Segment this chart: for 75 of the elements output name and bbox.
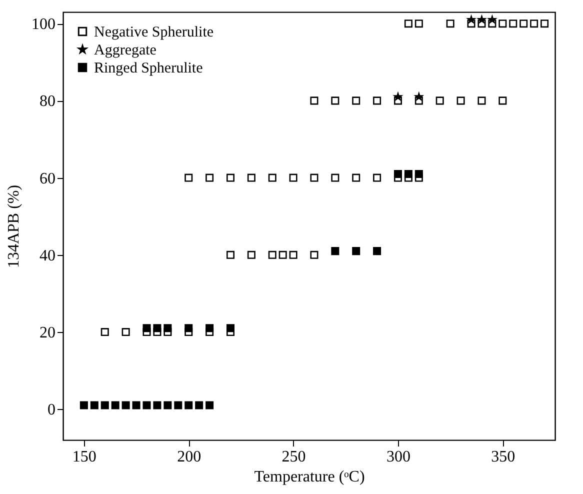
- y-tick-label: 60: [40, 170, 56, 188]
- point: [352, 247, 360, 256]
- legend-label: Ringed Spherulite: [94, 60, 204, 76]
- point: [498, 20, 507, 28]
- point: [195, 401, 204, 410]
- x-tick-label: 150: [72, 448, 96, 466]
- point: [184, 174, 193, 182]
- point: [414, 20, 423, 28]
- point: [331, 96, 340, 105]
- point: [80, 401, 88, 410]
- y-axis-title: 134APB (%): [6, 184, 22, 268]
- point: [226, 324, 234, 332]
- point: [446, 20, 454, 28]
- x-tick-label: 300: [386, 448, 410, 466]
- point: [278, 250, 287, 259]
- point: [226, 250, 234, 259]
- point: [132, 401, 140, 410]
- point: [478, 96, 486, 105]
- point: [90, 401, 98, 410]
- point: [530, 20, 538, 28]
- point: [352, 96, 360, 105]
- point: [122, 328, 130, 336]
- point: [226, 174, 234, 182]
- point: [206, 324, 214, 332]
- x-axis-title: Temperature (ᵒC): [254, 468, 365, 486]
- y-tick-label: 40: [40, 247, 56, 264]
- point: [331, 174, 340, 182]
- point: [456, 96, 465, 105]
- point: [206, 401, 214, 410]
- point: [142, 401, 151, 410]
- x-tick-label: 200: [177, 448, 202, 466]
- point: [164, 324, 172, 332]
- point: [289, 250, 298, 259]
- point: [268, 174, 276, 182]
- point: [310, 96, 318, 105]
- point: [122, 401, 130, 410]
- point: [310, 250, 318, 259]
- point: [164, 401, 172, 410]
- point: [247, 250, 256, 259]
- legend-label: Negative Spherulite: [94, 24, 214, 40]
- point: [247, 174, 256, 182]
- point: [100, 328, 109, 336]
- y-tick-label: 100: [32, 16, 56, 34]
- point: [540, 20, 549, 28]
- point: [394, 170, 402, 178]
- point: [184, 324, 193, 332]
- point: [142, 324, 151, 332]
- point: [289, 174, 298, 182]
- legend-label: Aggregate: [94, 42, 157, 58]
- point: [184, 401, 193, 410]
- point: [153, 324, 162, 332]
- point: [509, 20, 518, 28]
- point: [520, 20, 528, 28]
- point: [404, 170, 412, 178]
- point: [111, 401, 120, 410]
- point: [373, 96, 382, 105]
- y-tick-label: 80: [40, 93, 56, 110]
- x-tick-label: 250: [282, 448, 306, 466]
- point: [174, 401, 182, 410]
- point: [331, 247, 340, 256]
- x-tick-label: 350: [491, 448, 516, 466]
- y-tick-label: 0: [48, 402, 56, 419]
- point: [352, 174, 360, 182]
- point: [436, 96, 444, 105]
- point: [153, 401, 162, 410]
- point: [498, 96, 507, 105]
- y-tick-label: 20: [40, 324, 56, 342]
- point: [310, 174, 318, 182]
- point: [404, 20, 412, 28]
- point: [268, 250, 276, 259]
- point: [414, 170, 423, 178]
- point: [373, 174, 382, 182]
- point: [100, 401, 109, 410]
- point: [373, 247, 382, 256]
- point: [206, 174, 214, 182]
